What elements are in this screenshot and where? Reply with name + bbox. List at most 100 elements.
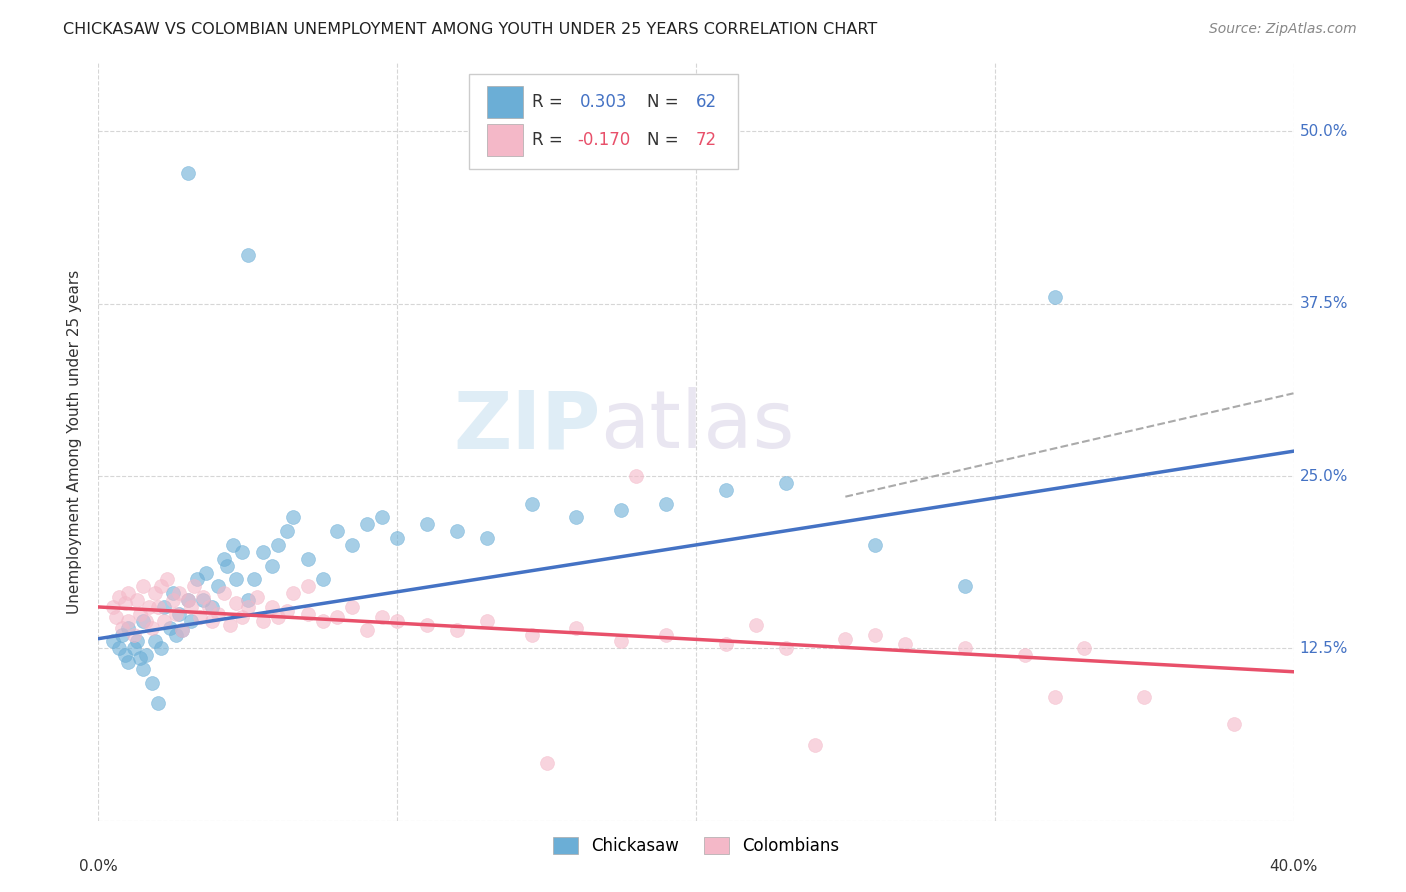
Point	[385, 614, 409, 628]
Point	[172, 624, 194, 638]
Point	[953, 579, 976, 593]
Text: ZIP: ZIP	[453, 387, 600, 466]
Point	[252, 614, 274, 628]
Point	[626, 469, 648, 483]
Point	[1043, 690, 1066, 704]
Point	[416, 618, 439, 632]
Point	[276, 604, 298, 618]
Point	[894, 637, 917, 651]
Point	[212, 586, 235, 600]
Point	[714, 637, 737, 651]
Point	[207, 607, 229, 621]
Text: R =: R =	[533, 93, 568, 111]
Point	[775, 641, 797, 656]
Point	[207, 579, 229, 593]
Point	[225, 596, 247, 610]
Point	[260, 599, 283, 614]
Point	[865, 538, 887, 552]
Point	[1014, 648, 1036, 663]
Point	[1043, 290, 1066, 304]
Point	[108, 641, 131, 656]
Point	[165, 627, 187, 641]
Point	[180, 614, 202, 628]
Point	[111, 627, 134, 641]
Point	[231, 609, 253, 624]
Point	[143, 586, 166, 600]
Point	[297, 551, 319, 566]
Point	[416, 517, 439, 532]
Point	[252, 545, 274, 559]
Point	[371, 510, 394, 524]
Point	[236, 248, 259, 262]
Point	[342, 599, 364, 614]
Point	[446, 524, 468, 538]
Point	[520, 497, 543, 511]
Text: 40.0%: 40.0%	[1270, 859, 1317, 874]
Point	[267, 609, 290, 624]
Point	[520, 627, 543, 641]
Text: 37.5%: 37.5%	[1299, 296, 1348, 311]
Point	[143, 634, 166, 648]
Point	[105, 609, 128, 624]
Point	[132, 662, 155, 676]
Point	[117, 655, 139, 669]
Point	[114, 648, 136, 663]
Point	[834, 632, 856, 646]
Text: CHICKASAW VS COLOMBIAN UNEMPLOYMENT AMONG YOUTH UNDER 25 YEARS CORRELATION CHART: CHICKASAW VS COLOMBIAN UNEMPLOYMENT AMON…	[63, 22, 877, 37]
Point	[775, 475, 797, 490]
Point	[326, 609, 349, 624]
Point	[103, 634, 125, 648]
Point	[212, 551, 235, 566]
Point	[260, 558, 283, 573]
Point	[162, 593, 184, 607]
Point	[225, 573, 247, 587]
Point	[127, 593, 149, 607]
Point	[141, 621, 163, 635]
Point	[117, 621, 139, 635]
Point	[201, 614, 224, 628]
Point	[117, 614, 139, 628]
Point	[177, 166, 200, 180]
Point	[135, 614, 157, 628]
Point	[219, 618, 242, 632]
Text: 12.5%: 12.5%	[1299, 640, 1348, 656]
Text: 72: 72	[696, 131, 717, 149]
Point	[153, 599, 176, 614]
Point	[167, 607, 190, 621]
Point	[129, 651, 152, 665]
Point	[655, 497, 678, 511]
Point	[186, 573, 208, 587]
Text: R =: R =	[533, 131, 568, 149]
Point	[162, 586, 184, 600]
Point	[655, 627, 678, 641]
Point	[714, 483, 737, 497]
Point	[311, 573, 333, 587]
Point	[150, 641, 173, 656]
Text: 0.0%: 0.0%	[79, 859, 118, 874]
Point	[177, 593, 200, 607]
Point	[132, 579, 155, 593]
Bar	[486, 124, 523, 156]
Point	[127, 634, 149, 648]
Point	[297, 579, 319, 593]
Text: N =: N =	[647, 131, 683, 149]
Point	[108, 591, 131, 605]
Point	[1223, 717, 1246, 731]
Point	[180, 599, 202, 614]
Point	[446, 624, 468, 638]
Point	[475, 531, 498, 545]
Point	[148, 599, 170, 614]
Point	[114, 596, 136, 610]
Point	[141, 675, 163, 690]
Point	[188, 609, 211, 624]
Point	[281, 586, 304, 600]
Text: Source: ZipAtlas.com: Source: ZipAtlas.com	[1209, 22, 1357, 37]
Point	[215, 558, 238, 573]
Point	[198, 599, 221, 614]
Point	[236, 599, 259, 614]
Point	[124, 627, 146, 641]
Point	[222, 538, 245, 552]
Point	[231, 545, 253, 559]
Text: -0.170: -0.170	[578, 131, 631, 149]
Point	[159, 621, 181, 635]
